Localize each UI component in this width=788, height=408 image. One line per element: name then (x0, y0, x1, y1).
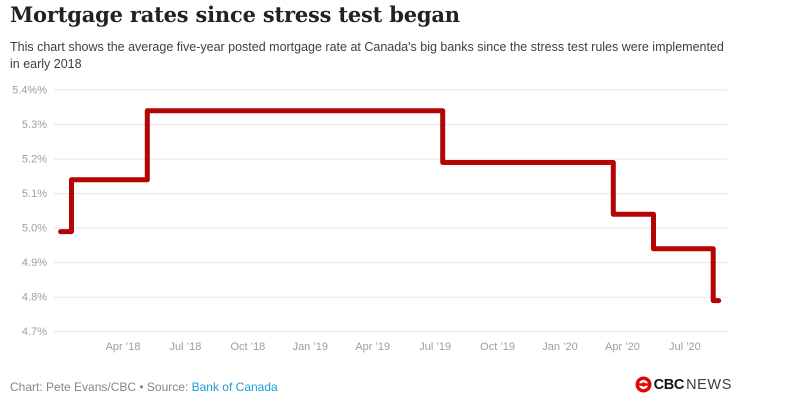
source-link[interactable]: Bank of Canada (191, 380, 278, 394)
y-tick-label: 5.0% (22, 223, 47, 235)
logo-text-cbc: CBC (653, 376, 685, 393)
x-tick-label: Jul ’20 (669, 341, 701, 353)
x-tick-label: Jan ’20 (542, 341, 577, 353)
y-tick-label: 5.1% (22, 188, 47, 200)
rate-line (58, 108, 722, 304)
x-tick-label: Apr ’18 (106, 341, 141, 353)
x-tick-label: Jul ’18 (170, 341, 202, 353)
subtitle-line-1: This chart shows the average five-year p… (10, 40, 724, 54)
x-tick-label: Oct ’18 (230, 341, 265, 353)
y-tick-label: 5.4%% (12, 84, 47, 96)
x-tick-label: Apr ’19 (355, 341, 390, 353)
chart-footer: Chart: Pete Evans/CBC • Source: Bank of … (0, 374, 788, 400)
chart-subtitle: This chart shows the average five-year p… (10, 39, 770, 73)
x-tick-label: Jul ’19 (419, 341, 451, 353)
y-tick-label: 5.3% (22, 119, 47, 131)
y-tick-label: 4.7% (22, 326, 47, 338)
x-tick-label: Jan ’19 (293, 341, 328, 353)
y-tick-label: 4.9% (22, 257, 47, 269)
cbc-news-logo: CBC NEWS (635, 376, 732, 393)
credit-prefix: Chart: Pete Evans/CBC • Source: (10, 380, 192, 394)
y-tick-label: 5.2% (22, 154, 47, 166)
subtitle-line-2: in early 2018 (10, 57, 82, 71)
page-title: Mortgage rates since stress test began (10, 2, 460, 27)
cbc-gem-icon (635, 376, 652, 393)
y-tick-label: 4.8% (22, 292, 47, 304)
x-tick-label: Apr ’20 (605, 341, 640, 353)
x-tick-label: Oct ’19 (480, 341, 515, 353)
logo-text-news: NEWS (686, 376, 732, 393)
credit-line: Chart: Pete Evans/CBC • Source: Bank of … (10, 380, 278, 394)
